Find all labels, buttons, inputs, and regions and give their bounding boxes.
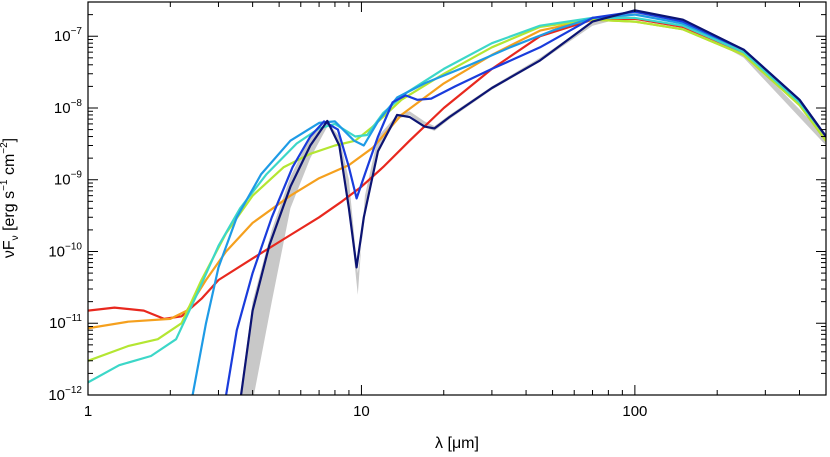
- series-line-1: [88, 17, 826, 320]
- y-axis-title: νFν [erg s−1 cm−2]: [0, 138, 21, 258]
- series-line-3: [88, 18, 826, 362]
- x-axis-title: λ [μm]: [435, 435, 479, 452]
- y-tick-label: 10−10: [48, 241, 82, 260]
- uncertainty-band: [240, 10, 826, 395]
- x-tick-label: 1: [84, 403, 92, 420]
- band-area: [240, 10, 826, 395]
- x-tick-label: 10: [353, 403, 370, 420]
- y-tick-label: 10−7: [54, 26, 83, 45]
- y-tick-label: 10−12: [48, 385, 82, 404]
- series-line-4: [88, 16, 826, 384]
- x-tick-label: 100: [622, 403, 647, 420]
- axis-ticks: [87, 1, 827, 396]
- series-line-7: [239, 9, 826, 395]
- series-lines: [88, 9, 826, 395]
- y-tick-label: 10−9: [54, 170, 83, 189]
- plot-frame: [87, 1, 827, 396]
- x-tick-labels: 1 10 100: [84, 403, 648, 420]
- series-line-5: [191, 13, 826, 395]
- y-tick-label: 10−8: [54, 98, 83, 117]
- y-tick-labels: 10−12 10−11 10−10 10−9 10−8 10−7: [48, 26, 82, 404]
- y-tick-label: 10−11: [49, 313, 82, 332]
